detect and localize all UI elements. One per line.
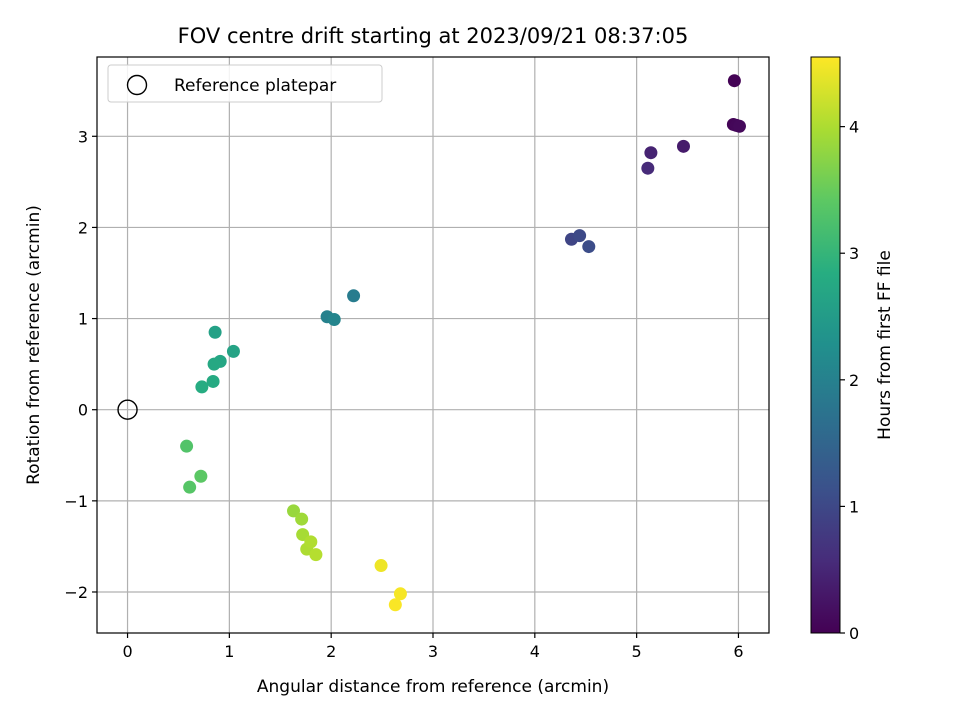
data-point <box>393 587 407 601</box>
data-point <box>641 161 655 175</box>
colorbar-label: Hours from first FF file <box>875 250 895 440</box>
legend: Reference platepar <box>107 64 383 103</box>
data-point <box>644 146 658 160</box>
legend-marker-icon <box>126 74 148 96</box>
x-axis-ticks: 0 1 2 3 4 5 6 <box>122 633 744 661</box>
legend-box <box>107 64 383 103</box>
data-point <box>194 469 208 483</box>
data-points <box>180 74 746 612</box>
x-tick-label: 0 <box>122 642 132 661</box>
colorbar: 0 1 2 3 4 Hours from first FF file <box>810 56 895 643</box>
x-tick-label: 4 <box>530 642 540 661</box>
x-tick-label: 2 <box>326 642 336 661</box>
data-point <box>295 512 309 526</box>
chart-title: FOV centre drift starting at 2023/09/21 … <box>178 24 689 48</box>
colorbar-tick-label: 2 <box>849 371 859 390</box>
data-point <box>327 312 341 326</box>
data-point <box>195 380 209 394</box>
reference-marker-group <box>117 399 138 420</box>
data-point <box>207 357 221 371</box>
data-point <box>727 74 741 88</box>
grid <box>97 57 769 633</box>
data-point <box>388 598 402 612</box>
y-tick-label: −1 <box>64 492 88 511</box>
colorbar-gradient <box>810 56 841 634</box>
data-point <box>347 289 361 303</box>
data-point <box>183 480 197 494</box>
data-point <box>732 119 746 133</box>
y-tick-label: 1 <box>78 310 88 329</box>
colorbar-tick-label: 4 <box>849 118 859 137</box>
colorbar-tick-label: 3 <box>849 244 859 263</box>
y-tick-label: 0 <box>78 401 88 420</box>
data-point <box>309 548 323 562</box>
reference-marker <box>117 399 138 420</box>
colorbar-tick-label: 1 <box>849 497 859 516</box>
x-tick-label: 1 <box>224 642 234 661</box>
y-axis-label: Rotation from reference (arcmin) <box>24 205 44 485</box>
data-point <box>304 535 318 549</box>
data-point <box>582 240 596 254</box>
colorbar-tick-label: 0 <box>849 624 859 643</box>
data-point <box>226 344 240 358</box>
data-point <box>287 504 301 518</box>
x-axis-label: Angular distance from reference (arcmin) <box>257 677 609 697</box>
data-point <box>206 374 220 388</box>
x-tick-label: 5 <box>632 642 642 661</box>
data-point <box>573 229 587 243</box>
data-point <box>180 439 194 453</box>
y-axis-ticks: −2 −1 0 1 2 3 <box>64 127 97 602</box>
data-point <box>374 559 388 573</box>
data-point <box>208 325 222 339</box>
data-point <box>676 139 690 153</box>
y-tick-label: 2 <box>78 218 88 237</box>
x-tick-label: 3 <box>428 642 438 661</box>
y-tick-label: −2 <box>64 583 88 602</box>
legend-label: Reference platepar <box>174 76 336 96</box>
x-tick-label: 6 <box>733 642 743 661</box>
colorbar-ticks: 0 1 2 3 4 <box>840 118 859 643</box>
y-tick-label: 3 <box>78 127 88 146</box>
